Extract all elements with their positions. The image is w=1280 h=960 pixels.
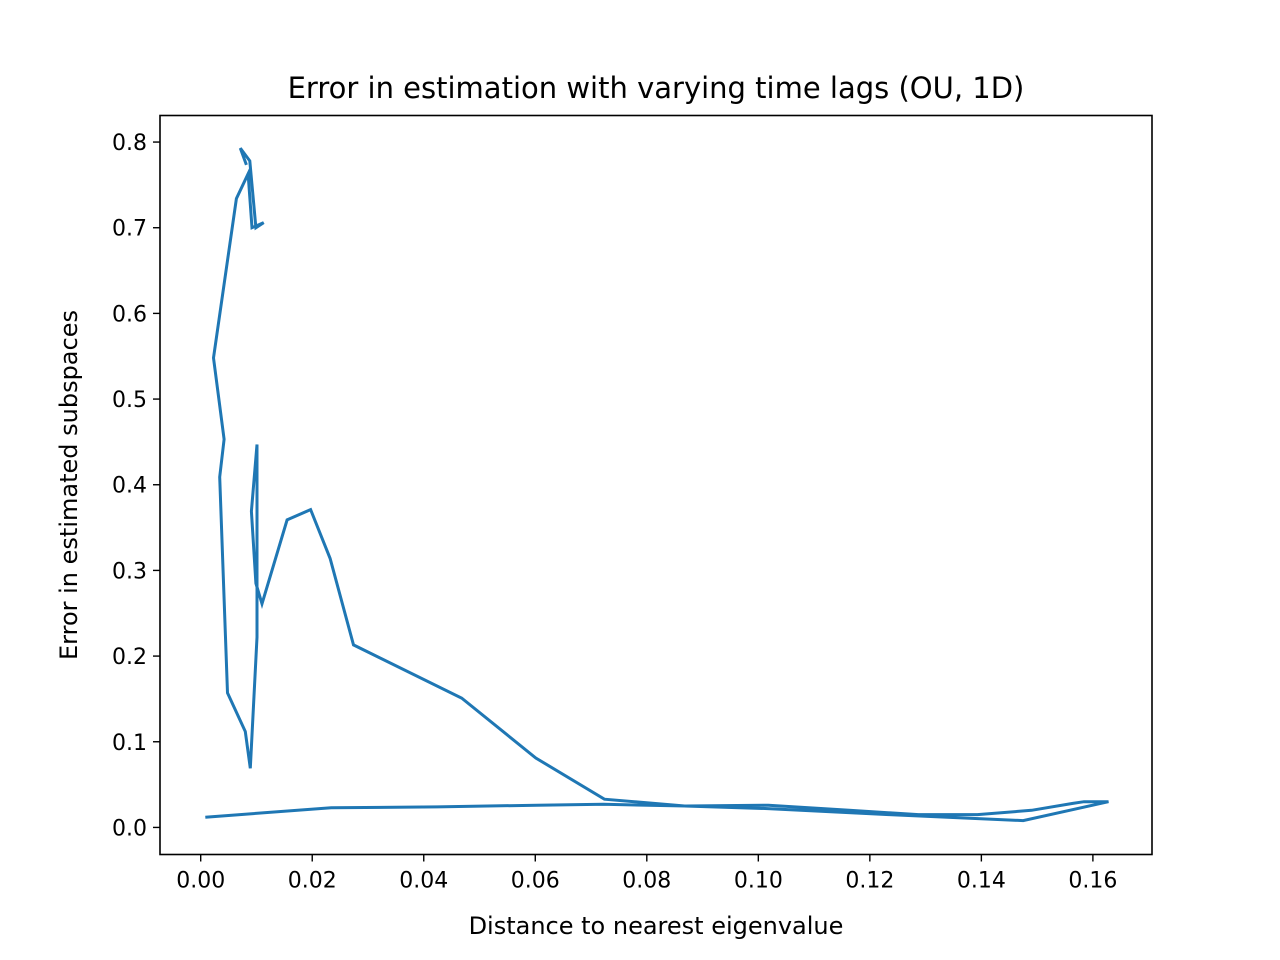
chart-title: Error in estimation with varying time la… <box>288 71 1025 105</box>
x-tick-label: 0.16 <box>1068 869 1117 894</box>
x-tick-label: 0.08 <box>622 869 671 894</box>
y-axis-ticks: 0.0 0.1 0.2 0.3 0.4 0.5 0.6 0.7 0.8 <box>112 131 160 841</box>
y-tick-label: 0.3 <box>112 559 147 584</box>
y-tick-label: 0.6 <box>112 302 147 327</box>
y-tick-label: 0.5 <box>112 388 147 413</box>
x-tick-label: 0.10 <box>734 869 783 894</box>
x-tick-label: 0.06 <box>511 869 560 894</box>
y-tick-label: 0.8 <box>112 131 147 156</box>
x-tick-label: 0.00 <box>176 869 225 894</box>
x-tick-label: 0.02 <box>288 869 337 894</box>
plot-area-frame <box>159 114 1153 856</box>
y-tick-label: 0.0 <box>112 816 147 841</box>
y-tick-label: 0.4 <box>112 474 147 499</box>
x-tick-label: 0.12 <box>845 869 894 894</box>
series-layer <box>205 147 1109 823</box>
y-axis-label: Error in estimated subspaces <box>55 310 83 660</box>
y-tick-label: 0.7 <box>112 217 147 242</box>
x-axis-label: Distance to nearest eigenvalue <box>469 912 844 940</box>
y-tick-label: 0.2 <box>112 645 147 670</box>
x-axis-ticks: 0.00 0.02 0.04 0.06 0.08 0.10 0.12 0.14 0.16 <box>176 854 1117 894</box>
y-tick-label: 0.1 <box>112 731 147 756</box>
series-line-0 <box>205 147 1109 823</box>
x-tick-label: 0.14 <box>957 869 1006 894</box>
x-tick-label: 0.04 <box>399 869 448 894</box>
